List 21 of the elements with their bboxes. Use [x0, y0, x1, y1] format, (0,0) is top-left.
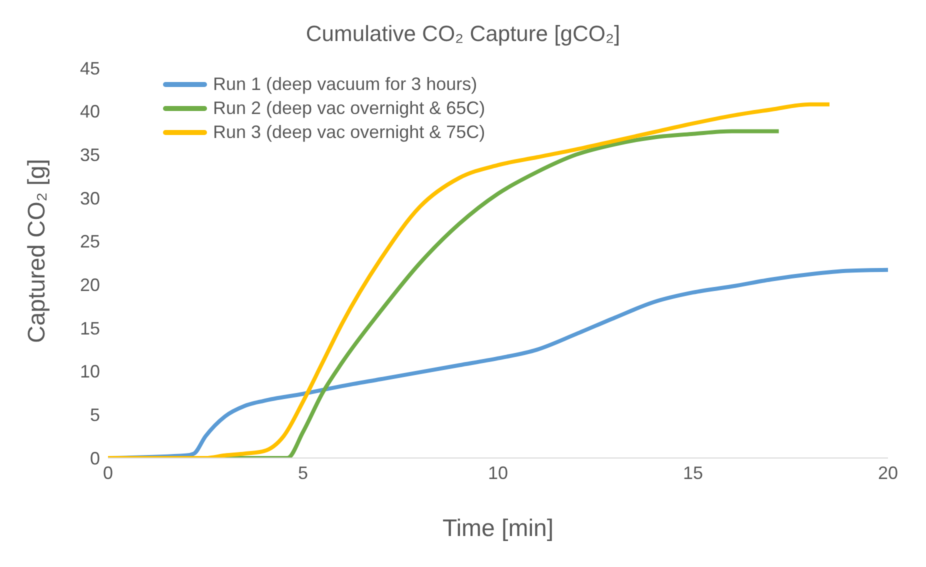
legend-label: Run 2 (deep vac overnight & 65C): [213, 98, 486, 118]
x-tick-label: 10: [488, 462, 508, 483]
y-tick-label: 30: [80, 188, 100, 208]
x-tick-label: 20: [878, 462, 898, 483]
x-tick-label: 15: [682, 462, 704, 483]
y-tick-label: 0: [90, 448, 100, 468]
x-axis-title: Time [min]: [442, 515, 554, 542]
chart-title: Cumulative CO₂ Capture [gCO₂]: [306, 21, 620, 46]
y-tick-label: 10: [80, 362, 100, 382]
y-tick-label: 35: [80, 145, 100, 166]
y-tick-label: 45: [80, 58, 100, 78]
legend-label: Run 3 (deep vac overnight & 75C): [213, 122, 486, 142]
y-axis-title: Captured CO₂ [g]: [24, 158, 51, 343]
y-tick-label: 25: [80, 232, 100, 252]
y-tick-label: 20: [80, 275, 100, 296]
x-tick-label: 0: [102, 462, 114, 483]
y-tick-label: 5: [90, 405, 100, 426]
legend-label: Run 1 (deep vacuum for 3 hours): [213, 74, 478, 94]
x-tick-label: 5: [298, 462, 308, 483]
y-tick-label: 40: [80, 102, 100, 122]
y-tick-label: 15: [80, 318, 100, 338]
